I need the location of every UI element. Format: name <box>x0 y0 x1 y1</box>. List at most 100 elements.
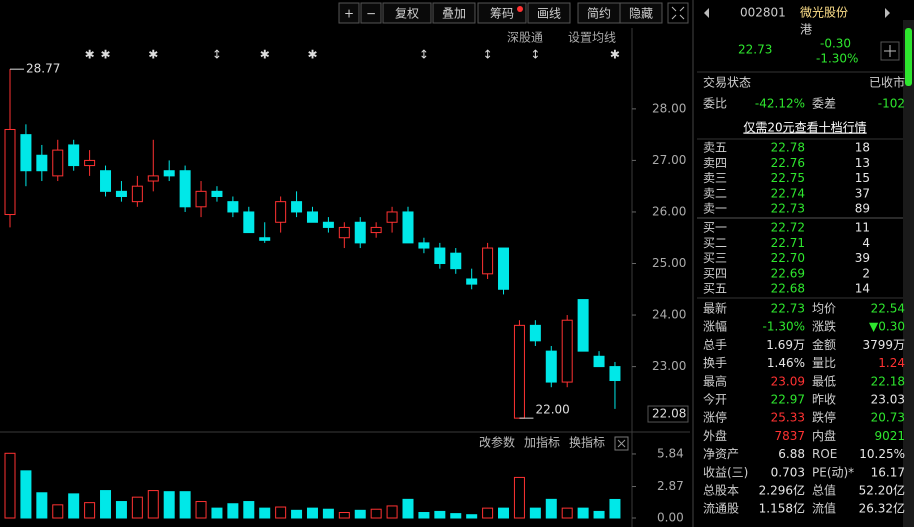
book-price: 22.70 <box>771 251 805 265</box>
stat-value: 1.46% <box>767 356 805 370</box>
candle-body <box>211 190 223 197</box>
indicator-button[interactable]: 换指标 <box>569 435 605 450</box>
toolbar-button[interactable] <box>477 2 527 24</box>
book-label: 买二 <box>703 236 727 250</box>
candle-body <box>306 211 318 223</box>
volume-bar <box>195 501 207 519</box>
book-volume: 39 <box>855 251 870 265</box>
stock-name: 微光股份 <box>800 6 848 20</box>
y-tick-label: 0.00 <box>657 511 684 525</box>
toolbar-label: 复权 <box>395 7 419 21</box>
candle-body <box>545 350 557 383</box>
candle-body <box>275 201 287 223</box>
candle-body <box>84 159 96 167</box>
stat-label: 内盘 <box>812 428 836 443</box>
volume-bar <box>450 513 462 519</box>
candle-body <box>482 247 494 275</box>
stat-label: 均价 <box>812 302 836 316</box>
event-marker[interactable]: ↕ <box>212 48 222 62</box>
stat-label: 流通股 <box>703 502 739 516</box>
volume-bar <box>243 501 255 519</box>
volume-bar <box>147 490 159 519</box>
stat-value: 1.69万 <box>766 338 805 352</box>
event-marker[interactable]: ✱ <box>148 48 158 62</box>
event-marker[interactable]: ✱ <box>260 48 270 62</box>
event-marker[interactable]: ↕ <box>530 48 540 62</box>
scroll-thumb[interactable] <box>905 28 912 86</box>
book-price: 22.72 <box>771 221 805 235</box>
stat-value: 7837 <box>774 429 805 443</box>
toolbar-button[interactable] <box>527 2 571 24</box>
ratio-value: -42.12% <box>755 97 805 111</box>
event-marker[interactable]: ↕ <box>483 48 493 62</box>
candle-body <box>36 154 48 172</box>
candle-body <box>402 211 414 244</box>
stat-label: 涨跌 <box>812 319 836 334</box>
candle-body <box>561 319 573 383</box>
volume-bar <box>163 491 175 519</box>
min-label: 22.00 <box>535 403 569 417</box>
volume-bar <box>275 506 287 519</box>
indicator-button[interactable]: 改参数 <box>479 435 515 450</box>
stat-label: 涨幅 <box>703 319 727 334</box>
stat-label: 金额 <box>812 337 836 352</box>
toolbar-button[interactable] <box>360 2 382 24</box>
close-indicator[interactable] <box>614 436 629 451</box>
candle-body <box>52 149 64 177</box>
next-arrow[interactable] <box>885 8 890 18</box>
volume-bar <box>402 498 414 519</box>
ma-settings-link[interactable]: 设置均线 <box>568 31 616 45</box>
stat-value: 26.32亿 <box>859 501 905 516</box>
volume-bar <box>545 498 557 519</box>
diff-value: -102 <box>878 97 905 111</box>
stat-label: 今开 <box>703 392 727 407</box>
volume-bar <box>593 510 605 519</box>
candle-body <box>466 278 478 285</box>
book-volume: 89 <box>855 202 870 216</box>
event-marker[interactable]: ↕ <box>419 48 429 62</box>
stat-value: 23.03 <box>871 393 905 407</box>
volume-bar <box>52 504 64 519</box>
stat-value: 2.296亿 <box>759 483 805 498</box>
toolbar-button[interactable] <box>382 2 432 24</box>
event-marker[interactable]: ✱ <box>610 48 620 62</box>
stat-value: 20.73 <box>871 411 905 425</box>
add-icon <box>884 45 896 57</box>
candle-body <box>354 221 366 244</box>
candle-body <box>243 211 255 234</box>
scrollbar[interactable] <box>903 20 914 527</box>
toolbar-button[interactable] <box>338 2 360 24</box>
add-button[interactable] <box>880 41 900 61</box>
stat-label: 流值 <box>812 501 836 516</box>
candle-body <box>115 190 127 197</box>
y-tick-label: 25.00 <box>652 256 686 270</box>
event-marker[interactable]: ✱ <box>307 48 317 62</box>
toolbar-label: 简约 <box>587 6 611 21</box>
volume-bar <box>211 507 223 519</box>
last-price: 22.73 <box>738 43 772 57</box>
volume-bar <box>259 507 271 519</box>
prev-arrow[interactable] <box>704 8 709 18</box>
toolbar-label: + <box>344 7 354 21</box>
event-marker[interactable]: ✱ <box>85 48 95 62</box>
stat-value: 22.97 <box>771 393 805 407</box>
book-label: 买四 <box>703 266 727 280</box>
toolbar-button[interactable] <box>432 2 476 24</box>
depth-link[interactable]: 仅需20元查看十档行情 <box>743 121 866 135</box>
stat-label: 净资产 <box>703 447 739 461</box>
event-marker[interactable]: ✱ <box>100 48 110 62</box>
stat-label: 最高 <box>703 373 727 388</box>
volume-bar <box>179 491 191 519</box>
toolbar-label: 隐藏 <box>629 7 653 21</box>
candle-body <box>179 170 191 208</box>
stat-value: 22.54 <box>871 302 905 316</box>
fullscreen-button[interactable] <box>667 2 689 24</box>
toolbar-button[interactable] <box>619 2 663 24</box>
volume-bar <box>466 514 478 519</box>
indicator-button[interactable]: 加指标 <box>524 435 560 450</box>
y-tick-label: 5.84 <box>657 446 684 460</box>
toolbar-label: 画线 <box>537 7 561 21</box>
stock-connect-link[interactable]: 深股通 <box>507 31 543 45</box>
toolbar-label: − <box>366 7 376 21</box>
